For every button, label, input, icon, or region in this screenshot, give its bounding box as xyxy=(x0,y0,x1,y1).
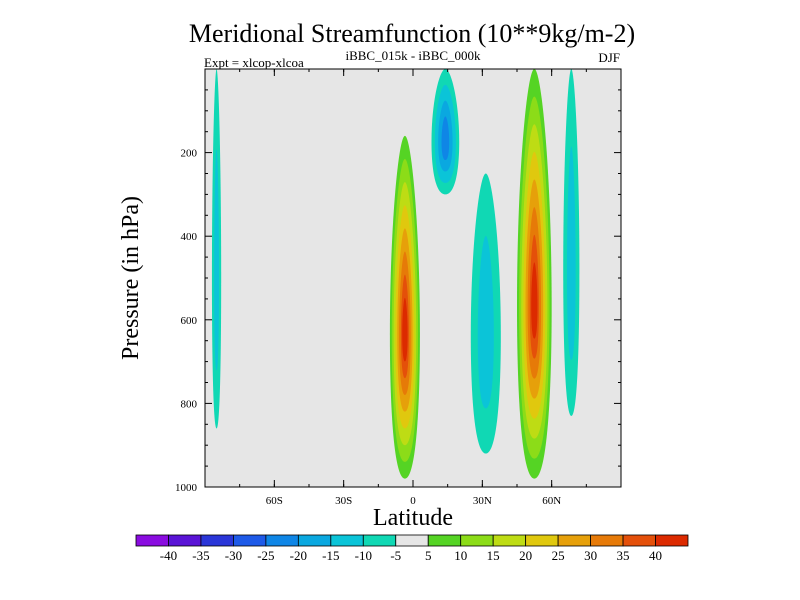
x-tick-label: 0 xyxy=(410,495,416,507)
colorbar-label: 10 xyxy=(454,548,467,563)
season-label: DJF xyxy=(598,50,620,65)
colorbar-label: 35 xyxy=(617,548,630,563)
colorbar-label: -35 xyxy=(192,548,209,563)
colorbar-swatch xyxy=(525,534,559,547)
colorbar-swatch xyxy=(168,534,202,547)
chart-subtitle: iBBC_015k - iBBC_000k xyxy=(345,48,481,63)
colorbar-swatch xyxy=(395,534,429,547)
colorbar-label: -5 xyxy=(390,548,401,563)
colorbar-swatch xyxy=(362,534,397,547)
cell-65N-72N-level-2 xyxy=(566,146,576,360)
experiment-label: Expt = xlcop-xlcoa xyxy=(204,55,304,70)
chart-title: Meridional Streamfunction (10**9kg/m-2) xyxy=(189,19,635,48)
colorbar-label: -40 xyxy=(160,548,177,563)
colorbar-swatch xyxy=(427,534,462,547)
colorbar-label: -30 xyxy=(225,548,242,563)
colorbar-swatch xyxy=(135,534,169,547)
y-axis-label: Pressure (in hPa) xyxy=(118,196,144,360)
colorbar-label: 30 xyxy=(584,548,597,563)
cell-10S-3N-level-8 xyxy=(402,297,408,362)
colorbar-swatch xyxy=(460,534,494,547)
colorbar-label: 25 xyxy=(552,548,565,563)
colorbar-swatch xyxy=(622,534,656,547)
colorbar-label: 40 xyxy=(649,548,662,563)
contour-fills xyxy=(211,69,580,479)
colorbar-swatch xyxy=(297,534,332,547)
y-tick-label: 400 xyxy=(181,231,198,243)
colorbar-label: -20 xyxy=(290,548,307,563)
colorbar-swatch xyxy=(492,534,527,547)
y-tick-label: 200 xyxy=(181,148,198,160)
cell-25N-38N-level-2 xyxy=(477,235,494,409)
colorbar-swatch xyxy=(265,534,299,547)
x-tick-label: 30S xyxy=(335,495,352,507)
cell-45N-60N-level-8 xyxy=(531,262,538,339)
colorbar: -40 -35 -30 -25 -20 -15 -10 -5 5 10 15 20 25 30 35 40 xyxy=(135,534,689,563)
colorbar-swatch xyxy=(590,534,624,547)
colorbar-swatch xyxy=(557,534,591,547)
colorbar-label: 20 xyxy=(519,548,532,563)
cell-10N-20N-upper-level-4 xyxy=(441,116,450,161)
plot-area: 60S 30S 0 30N 60N 200 400 600 800 1000 xyxy=(175,68,622,507)
y-tick-label: 800 xyxy=(181,398,198,410)
x-axis-label: Latitude xyxy=(373,505,453,531)
colorbar-label: -25 xyxy=(257,548,274,563)
colorbar-label: -10 xyxy=(355,548,372,563)
colorbar-swatch xyxy=(233,534,267,547)
colorbar-label: 5 xyxy=(425,548,432,563)
x-tick-label: 30N xyxy=(473,495,492,507)
colorbar-swatch xyxy=(200,534,234,547)
y-tick-label: 1000 xyxy=(175,482,198,494)
y-axis-ticks: 200 400 600 800 1000 xyxy=(175,89,621,494)
colorbar-swatch xyxy=(655,534,689,547)
x-tick-label: 60S xyxy=(266,495,283,507)
x-axis-ticks: 60S 30S 0 30N 60N xyxy=(239,69,587,507)
y-tick-label: 600 xyxy=(181,315,198,327)
colorbar-label: 15 xyxy=(487,548,500,563)
cell-87S-83S-level-2 xyxy=(214,149,220,371)
colorbar-swatch xyxy=(330,534,364,547)
colorbar-label: -15 xyxy=(322,548,339,563)
x-tick-label: 60N xyxy=(542,495,561,507)
